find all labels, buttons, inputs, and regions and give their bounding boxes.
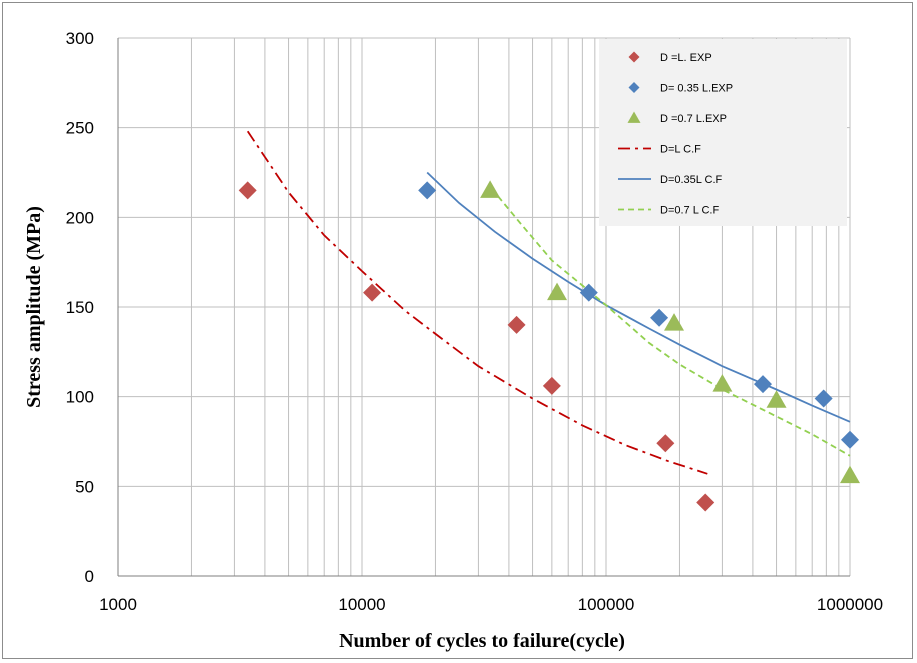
legend-label: D =0.7 L.EXP	[660, 113, 727, 125]
series-marker-group	[238, 181, 715, 512]
legend-item: D=L C.F	[618, 144, 701, 156]
x-tick-label: 10000	[338, 595, 385, 614]
x-tick-label: 1000000	[817, 595, 883, 614]
data-point	[363, 283, 382, 302]
series-line	[426, 171, 851, 423]
legend-item: D=0.35L C.F	[618, 174, 723, 186]
data-point	[418, 181, 437, 200]
y-tick-label: 0	[85, 567, 94, 586]
data-point	[841, 430, 859, 449]
series-line-group	[426, 171, 851, 423]
series-line-group	[246, 130, 708, 475]
data-point	[238, 181, 257, 200]
series-marker-group	[418, 181, 859, 449]
y-tick-labels: 0 50 100 150 200 250 300	[66, 29, 94, 586]
y-tick-label: 300	[66, 29, 94, 48]
y-tick-label: 250	[66, 119, 94, 138]
data-point	[754, 375, 773, 394]
legend-label: D= 0.35 L.EXP	[660, 83, 733, 95]
data-point	[579, 283, 598, 302]
legend: D =L. EXP D= 0.35 L.EXP D =0.7 L.EXP D=L C.…	[599, 39, 847, 226]
data-point	[814, 389, 833, 408]
series-group	[238, 130, 860, 512]
x-tick-label: 100000	[578, 595, 635, 614]
data-point	[712, 374, 733, 392]
data-point	[628, 51, 640, 63]
data-point	[547, 282, 568, 301]
series-line	[246, 130, 708, 475]
data-point	[542, 376, 561, 395]
legend-item: D= 0.35 L.EXP	[628, 82, 733, 95]
data-point	[664, 313, 685, 331]
series-marker-group	[480, 180, 860, 484]
data-point	[656, 434, 675, 453]
data-point	[627, 111, 641, 123]
series-line	[491, 188, 851, 457]
data-point	[650, 308, 669, 327]
x-tick-label: 1000	[99, 595, 137, 614]
legend-label: D=L C.F	[660, 144, 701, 156]
legend-item: D =L. EXP	[628, 51, 712, 64]
x-axis-label: Number of cycles to failure(cycle)	[339, 630, 625, 652]
legend-background	[599, 39, 847, 226]
axes	[117, 38, 850, 577]
legend-label: D=0.35L C.F	[660, 174, 723, 186]
y-tick-label: 150	[66, 298, 94, 317]
y-axis-label: Stress amplitude (MPa)	[23, 206, 45, 408]
data-point	[840, 465, 860, 484]
data-point	[628, 82, 640, 93]
legend-item: D =0.7 L.EXP	[627, 111, 727, 125]
series-line-group	[491, 188, 851, 457]
data-point	[766, 390, 787, 408]
data-point	[696, 493, 715, 512]
y-tick-label: 200	[66, 208, 94, 227]
y-tick-label: 100	[66, 388, 94, 407]
legend-item: D=0.7 L C.F	[618, 205, 719, 217]
y-tick-label: 50	[75, 477, 94, 496]
data-point	[480, 180, 501, 198]
legend-label: D =L. EXP	[660, 52, 712, 64]
legend-label: D=0.7 L C.F	[660, 205, 719, 217]
x-tick-labels: 1000 10000 100000 1000000	[99, 595, 883, 614]
data-point	[507, 315, 526, 334]
